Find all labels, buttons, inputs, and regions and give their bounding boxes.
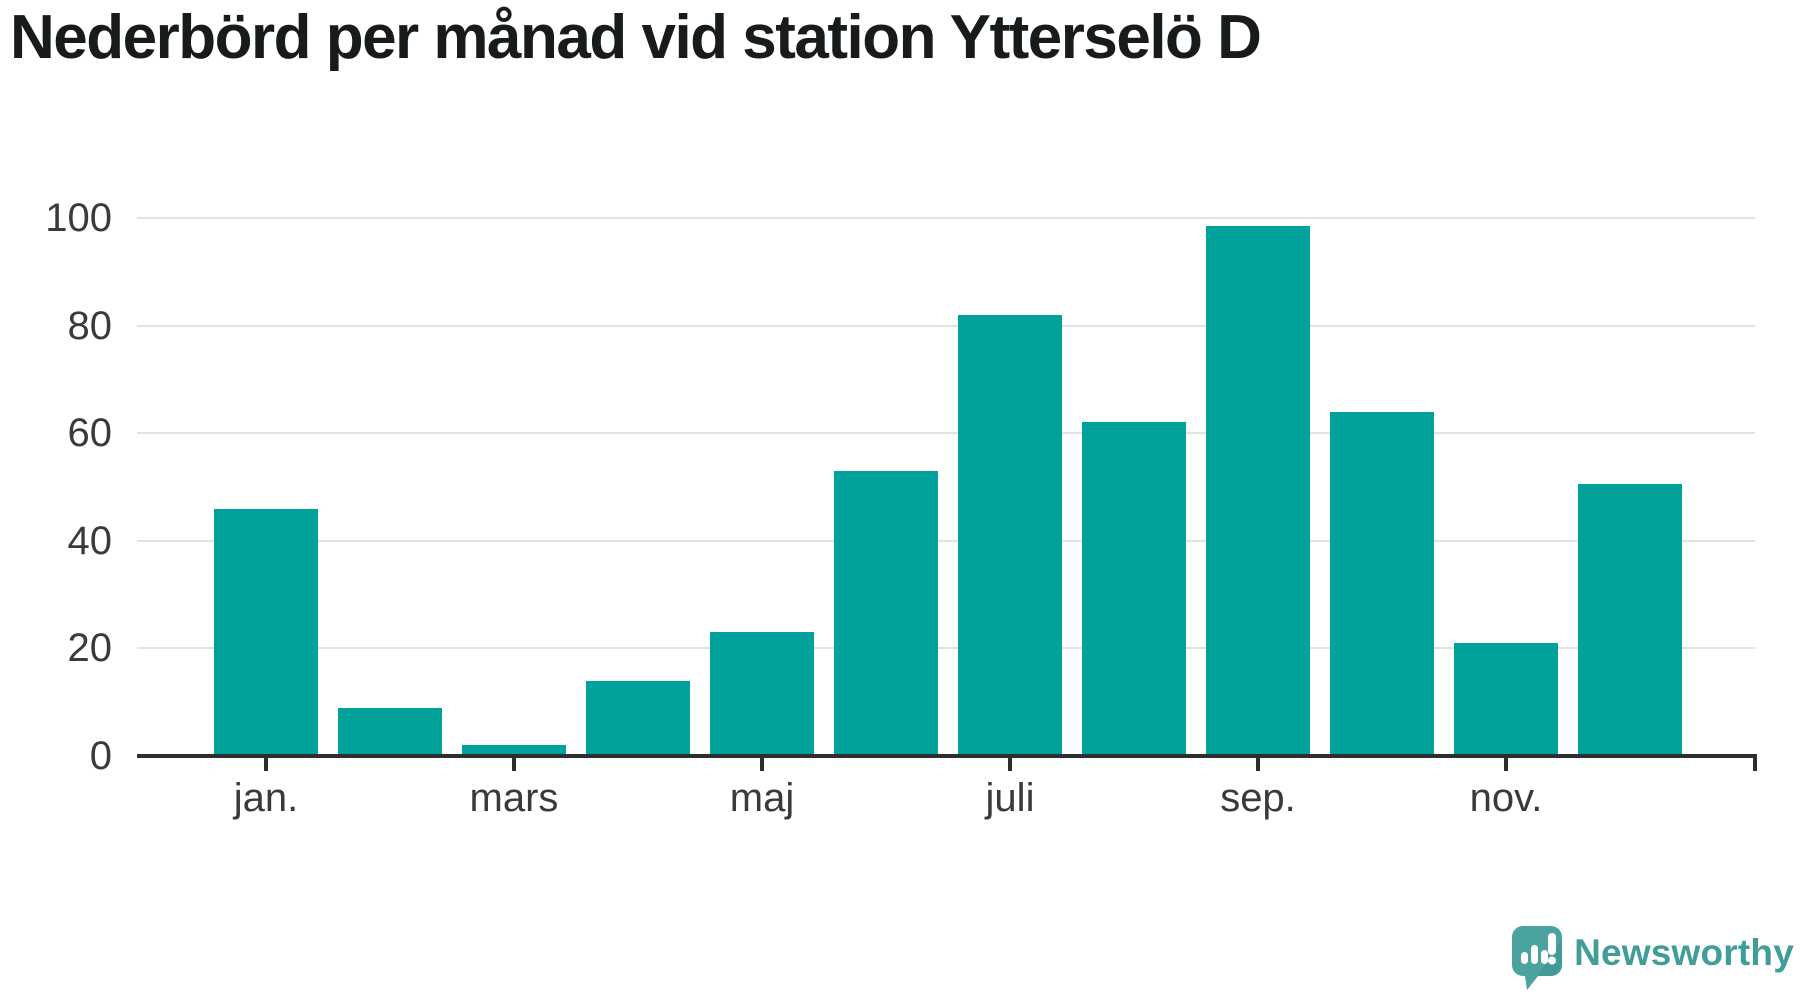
gridline-20 [137, 647, 1755, 650]
newsworthy-logo-icon [1512, 926, 1563, 990]
y-axis-label-60: 60 [67, 411, 113, 456]
x-tick-juli [1008, 756, 1012, 771]
x-axis-label-jan: jan. [233, 776, 299, 820]
x-axis-label-nov: nov. [1469, 776, 1543, 820]
y-axis-label-0: 0 [89, 734, 112, 778]
y-axis-label-80: 80 [67, 303, 113, 348]
bar-aug [1082, 422, 1186, 756]
x-axis-label-juli: juli [985, 776, 1035, 820]
x-axis-line [137, 754, 1757, 758]
gridline-60 [137, 432, 1755, 435]
y-axis-label-100: 100 [45, 196, 112, 240]
bar-april [586, 680, 690, 756]
bar-dec [1578, 484, 1682, 756]
bar-mars [462, 745, 566, 756]
y-axis-label-40: 40 [67, 518, 113, 563]
bar-juli [958, 314, 1062, 756]
bar-jan [214, 508, 318, 756]
x-tick-sep [1256, 756, 1260, 771]
x-axis-label-mars: mars [469, 776, 559, 820]
gridline-40 [137, 539, 1755, 542]
bar-nov [1454, 643, 1558, 756]
bar-maj [710, 632, 814, 756]
x-tick-jan [264, 756, 268, 771]
gridline-80 [137, 324, 1755, 327]
x-tick-nov [1504, 756, 1508, 771]
bar-okt [1330, 411, 1434, 756]
y-axis-label-20: 20 [67, 626, 113, 671]
x-tick-mars [512, 756, 516, 771]
bar-sep [1206, 226, 1310, 756]
newsworthy-logo: Newsworthy [1512, 926, 1794, 992]
chart-title: Nederbörd per månad vid station Yttersel… [10, 3, 1262, 72]
gridline-100 [137, 217, 1755, 219]
bar-juni [834, 470, 938, 756]
x-axis-label-sep: sep. [1220, 776, 1296, 820]
x-tick-maj [760, 756, 764, 771]
x-axis-label-maj: maj [729, 776, 795, 820]
newsworthy-logo-text: Newsworthy [1574, 931, 1794, 973]
x-axis-end-tick [1753, 756, 1757, 771]
bar-feb [338, 707, 442, 756]
